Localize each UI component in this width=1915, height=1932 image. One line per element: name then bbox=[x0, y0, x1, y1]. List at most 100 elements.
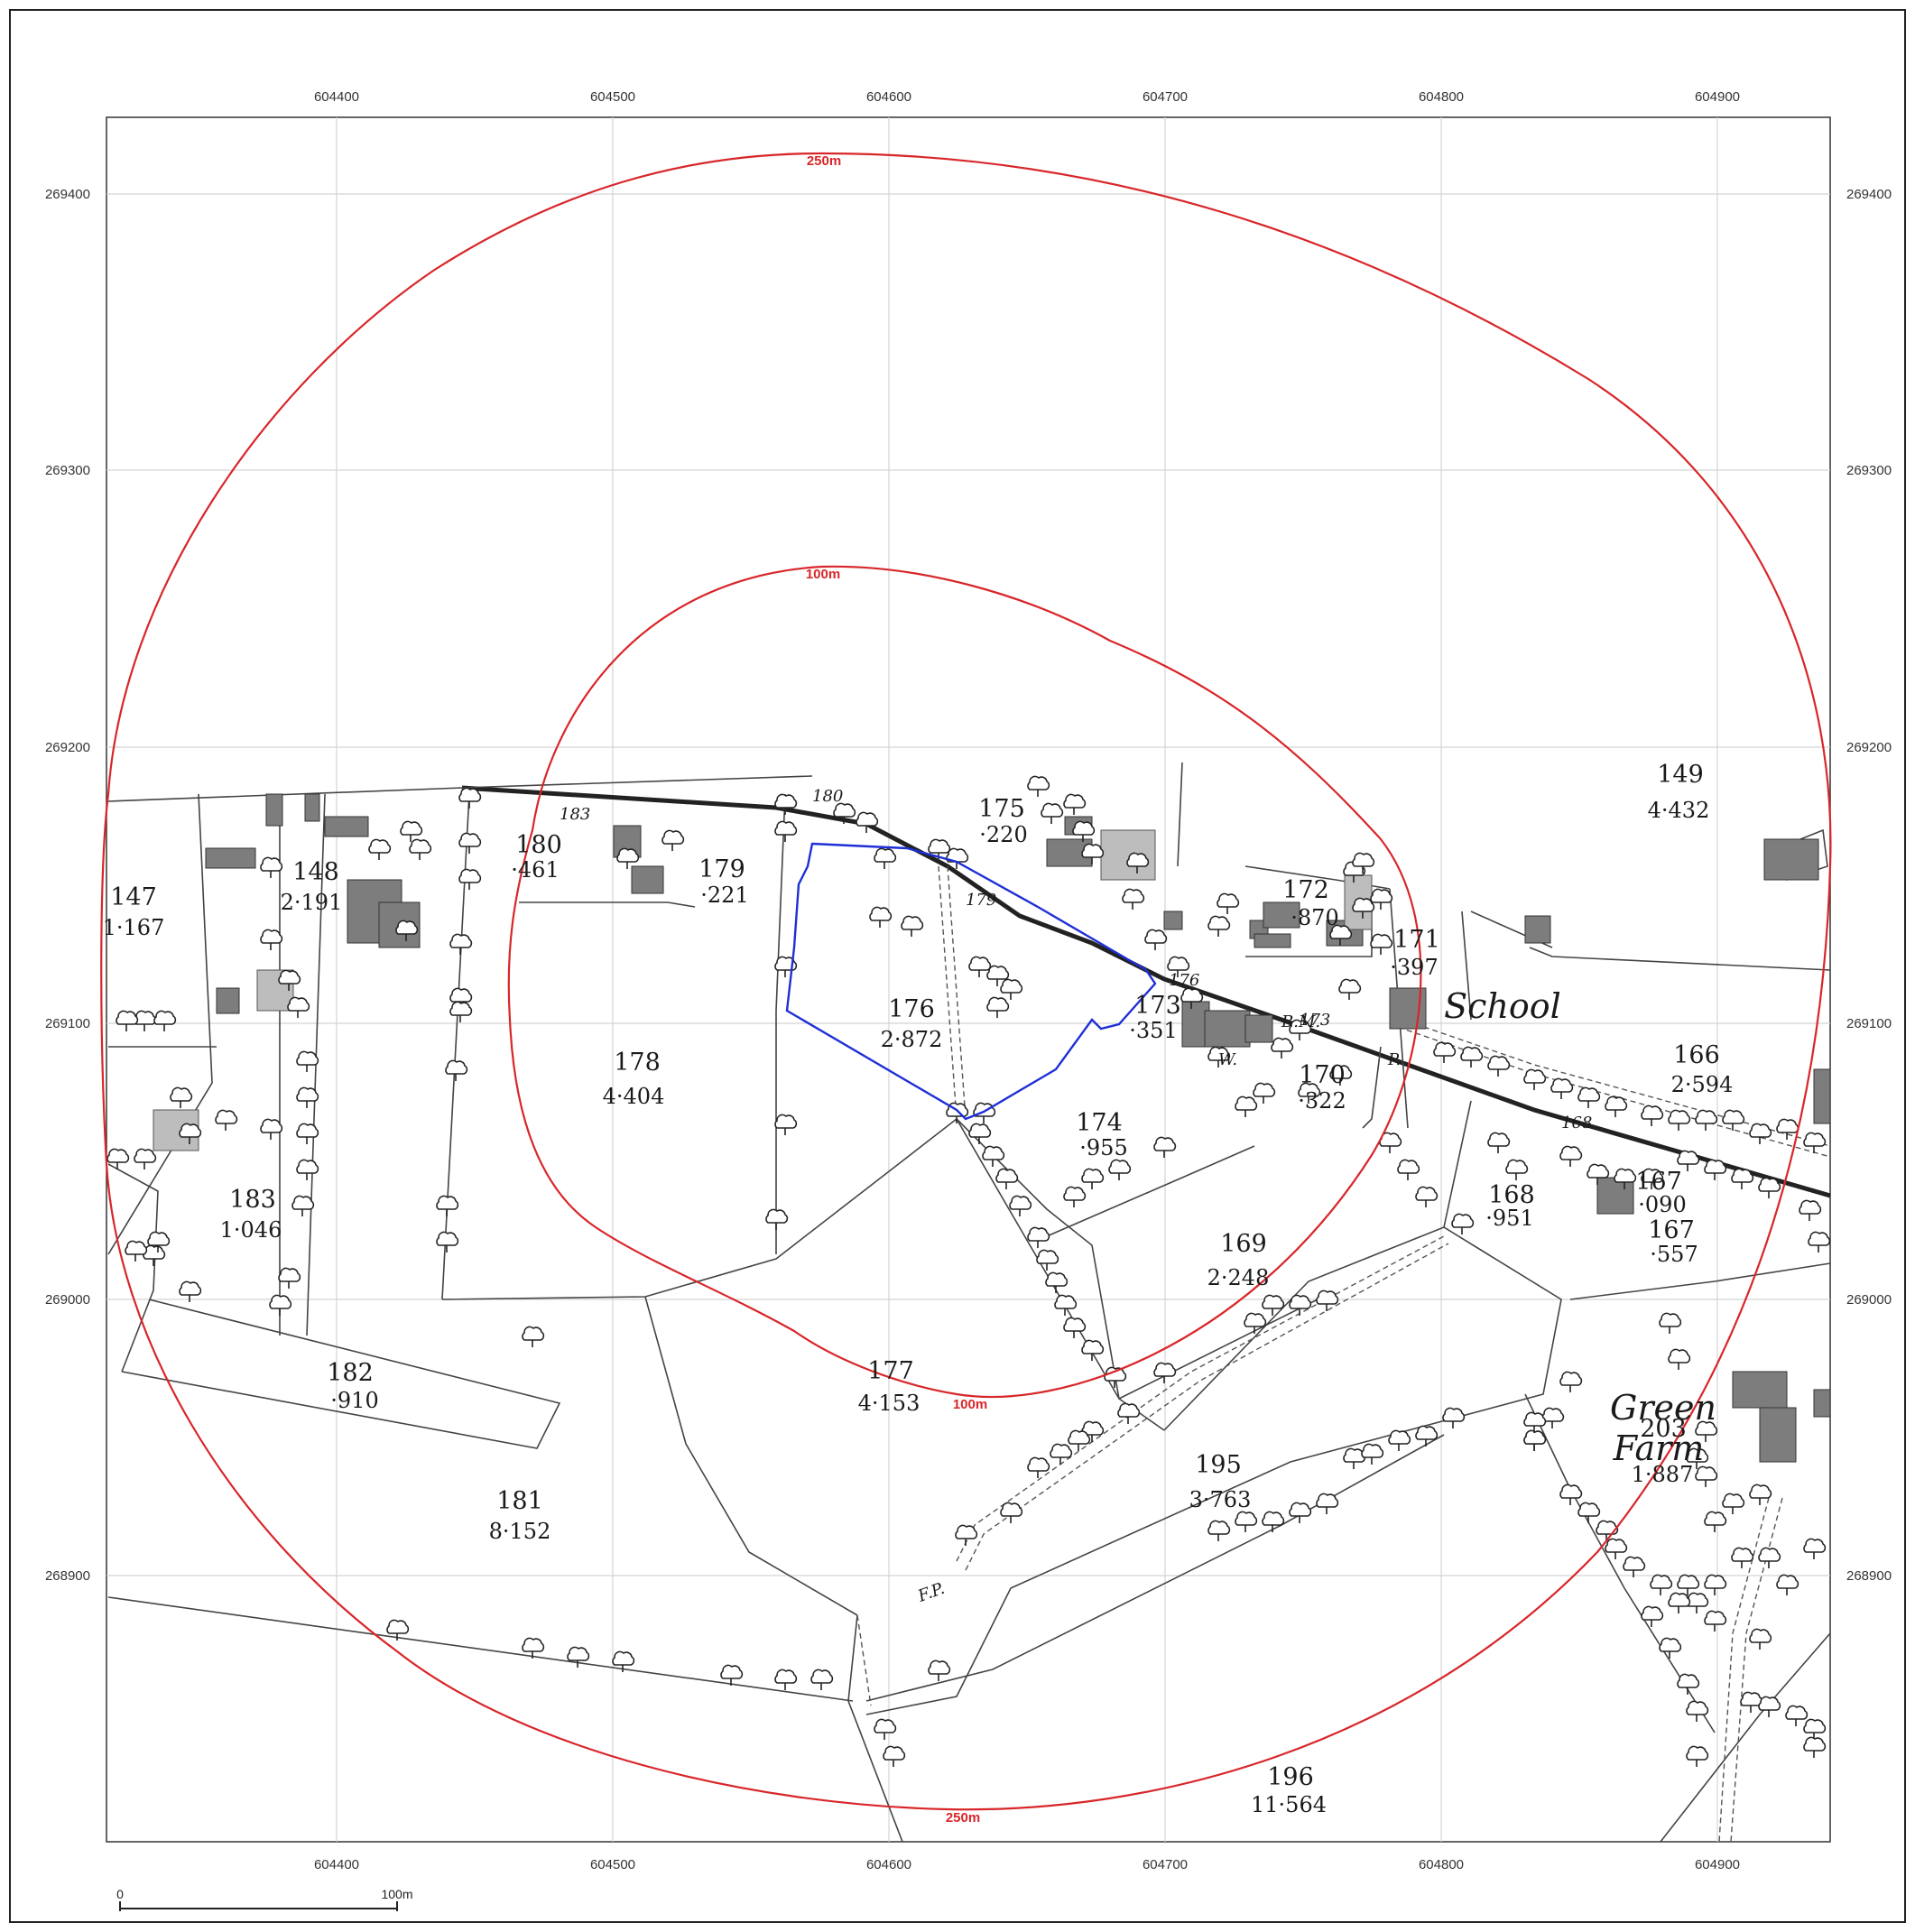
northing-label: 269300 bbox=[45, 463, 90, 478]
easting-label: 604800 bbox=[1419, 89, 1464, 105]
tree-icon bbox=[968, 1123, 992, 1144]
tree-icon bbox=[215, 1109, 238, 1131]
tree-icon bbox=[901, 915, 924, 937]
parcel-173: 173·351 bbox=[1129, 992, 1180, 1043]
tree-icon bbox=[1329, 1064, 1353, 1086]
tree-icon bbox=[774, 820, 798, 842]
parcel-195: 195 3·763 bbox=[1189, 1451, 1252, 1512]
svg-text:166: 166 bbox=[1673, 1041, 1720, 1069]
northing-label: 269000 bbox=[45, 1292, 90, 1308]
tree-icon bbox=[1068, 1429, 1091, 1451]
tree-icon bbox=[1623, 1556, 1646, 1577]
parcel-179: 179·221 bbox=[698, 855, 748, 908]
tree-icon bbox=[269, 1294, 292, 1316]
tree-icon bbox=[1361, 1443, 1384, 1465]
tree-icon bbox=[1668, 1592, 1691, 1613]
tree-icon bbox=[1081, 1168, 1105, 1189]
tree-icon bbox=[1686, 1700, 1709, 1722]
tree-icon bbox=[1677, 1150, 1700, 1171]
tree-icon bbox=[833, 802, 856, 824]
tree-icon bbox=[1541, 1407, 1565, 1428]
tree-icon bbox=[1605, 1538, 1628, 1559]
tree-icon bbox=[1758, 1696, 1781, 1717]
tree-icon bbox=[1758, 1177, 1781, 1198]
tree-icon bbox=[1081, 843, 1105, 864]
easting-label: 604400 bbox=[314, 89, 359, 105]
tree-icon bbox=[153, 1010, 177, 1031]
tree-icon bbox=[1704, 1511, 1727, 1532]
parcel-172: 172·870 bbox=[1282, 876, 1338, 930]
pump-label: P. bbox=[1387, 1050, 1401, 1069]
well-label: W. bbox=[1218, 1050, 1237, 1069]
tree-icon bbox=[296, 1123, 319, 1144]
tree-icon bbox=[1559, 1371, 1583, 1392]
tree-icon bbox=[296, 1086, 319, 1108]
svg-text:·557: ·557 bbox=[1650, 1242, 1698, 1267]
tree-icon bbox=[1505, 1159, 1529, 1180]
tree-icon bbox=[1081, 1420, 1105, 1442]
tree-icon bbox=[1081, 1339, 1105, 1361]
parcel-147: 147 1·167 bbox=[103, 883, 165, 940]
svg-text:·955: ·955 bbox=[1079, 1135, 1127, 1160]
tree-icon bbox=[720, 1664, 744, 1686]
tree-icon bbox=[260, 856, 283, 878]
parcel-175: 175·220 bbox=[978, 795, 1027, 847]
tree-icon bbox=[1749, 1628, 1772, 1650]
minor-label-179: 179 bbox=[966, 891, 996, 910]
tree-icon bbox=[1550, 1077, 1574, 1099]
tree-icon bbox=[1650, 1574, 1673, 1595]
northing-label: 268900 bbox=[1846, 1568, 1892, 1584]
svg-text:169: 169 bbox=[1220, 1230, 1267, 1258]
tree-icon bbox=[1126, 852, 1150, 874]
tree-icon bbox=[1668, 1348, 1691, 1370]
tree-icon bbox=[445, 1059, 468, 1081]
svg-text:177: 177 bbox=[867, 1357, 914, 1385]
tree-icon bbox=[1271, 1037, 1294, 1058]
tree-icon bbox=[1722, 1109, 1745, 1131]
svg-text:167: 167 bbox=[1648, 1216, 1695, 1244]
tree-icon bbox=[1722, 1493, 1745, 1514]
svg-text:2·191: 2·191 bbox=[281, 890, 343, 915]
tree-icon bbox=[1298, 1082, 1321, 1104]
tree-icon bbox=[368, 838, 392, 860]
svg-text:·351: ·351 bbox=[1129, 1018, 1177, 1043]
tree-icon bbox=[1776, 1574, 1799, 1595]
tree-icon bbox=[986, 996, 1010, 1018]
parcel-167-b: 167·557 bbox=[1648, 1216, 1698, 1267]
svg-text:167: 167 bbox=[1635, 1168, 1682, 1196]
tree-icon bbox=[1803, 1736, 1827, 1758]
northing-label: 269200 bbox=[45, 740, 90, 755]
tree-icon bbox=[179, 1280, 202, 1302]
buffer-250m-label-bottom: 250m bbox=[946, 1810, 980, 1826]
tree-icon bbox=[1577, 1086, 1601, 1108]
tree-icon bbox=[986, 965, 1010, 986]
tree-icon bbox=[409, 838, 432, 860]
easting-label: 604700 bbox=[1143, 1857, 1188, 1872]
tree-icon bbox=[134, 1148, 157, 1169]
parcel-178: 178 4·404 bbox=[603, 1049, 665, 1109]
tree-icon bbox=[1050, 1443, 1073, 1465]
tree-icon bbox=[1523, 1068, 1547, 1090]
tree-icon bbox=[1289, 1502, 1312, 1523]
svg-text:171: 171 bbox=[1393, 926, 1440, 954]
tree-icon bbox=[106, 1148, 130, 1169]
tree-icon bbox=[765, 1208, 789, 1230]
tree-icon bbox=[774, 1114, 798, 1135]
tree-icon bbox=[1605, 1095, 1628, 1117]
tree-icon bbox=[1731, 1168, 1754, 1189]
tree-icon bbox=[1329, 924, 1353, 946]
svg-text:196: 196 bbox=[1267, 1763, 1314, 1791]
buffer-100m-label-top: 100m bbox=[806, 567, 840, 582]
tree-icon bbox=[278, 969, 301, 991]
tree-icon bbox=[1677, 1574, 1700, 1595]
svg-text:·397: ·397 bbox=[1390, 955, 1438, 980]
tree-icon bbox=[1352, 852, 1375, 874]
svg-text:176: 176 bbox=[888, 995, 935, 1023]
tree-icon bbox=[1063, 793, 1087, 815]
tree-icon bbox=[1027, 1226, 1050, 1248]
minor-label-168: 168 bbox=[1561, 1114, 1592, 1132]
svg-text:178: 178 bbox=[614, 1049, 661, 1077]
tree-icon bbox=[1749, 1484, 1772, 1505]
svg-text:147: 147 bbox=[110, 883, 157, 911]
